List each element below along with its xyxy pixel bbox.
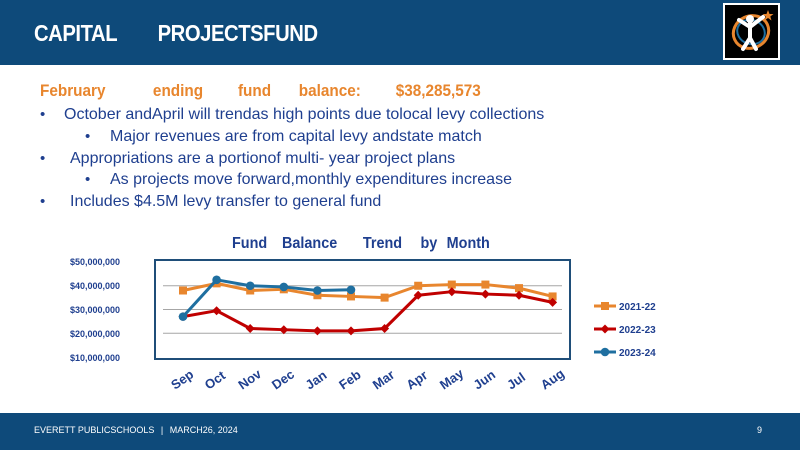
data-point: [447, 287, 457, 297]
footer-date: MARCH26, 2024: [169, 425, 238, 435]
series-line: [182, 281, 553, 300]
chart-title-word: Fund: [232, 235, 268, 252]
data-point: [246, 286, 255, 295]
data-point: [601, 302, 609, 310]
legend-item: 2021-22: [594, 302, 656, 313]
footer-org: EVERETT PUBLICSCHOOLS: [34, 425, 155, 435]
x-tick-label: Feb: [336, 367, 364, 393]
x-tick-label: Jun: [471, 367, 499, 393]
fund-label-4: balance:: [298, 81, 361, 100]
bullet-glyph: •: [40, 150, 46, 167]
x-tick-label: Dec: [269, 366, 297, 392]
data-point: [346, 326, 356, 336]
y-tick-label: $20,000,000: [70, 329, 120, 339]
series-2023-24: [178, 275, 356, 321]
fund-label-1: February: [40, 81, 106, 100]
data-point: [312, 326, 322, 336]
legend-label: 2021-22: [619, 302, 656, 313]
data-point: [245, 324, 255, 333]
legend-item: 2023-24: [594, 347, 656, 359]
chart-title: Fund Balance Trend by Month: [232, 235, 490, 253]
bullet-glyph: •: [85, 171, 91, 188]
data-point: [515, 284, 523, 293]
x-tick-label: Jul: [504, 369, 528, 392]
x-tick-label: May: [437, 365, 467, 392]
data-point: [548, 297, 558, 307]
x-tick-label: Jan: [303, 367, 330, 392]
bullet-4: As projects move forward,monthly expendi…: [110, 171, 512, 188]
data-point: [480, 289, 490, 299]
y-tick-label: $10,000,000: [70, 353, 120, 363]
data-point: [179, 286, 187, 295]
data-point: [600, 324, 610, 334]
series-line: [182, 290, 553, 333]
x-tick-label: Sep: [168, 366, 196, 392]
footer-separator: |: [160, 425, 164, 435]
district-logo-icon: [723, 3, 780, 60]
y-tick-label: $30,000,000: [70, 305, 120, 315]
data-point: [212, 306, 222, 316]
y-tick-label: $40,000,000: [70, 281, 120, 291]
fund-amount: $38,285,573: [395, 81, 481, 100]
page-number: 9: [757, 425, 763, 435]
chart-title-word: Month: [446, 235, 490, 252]
data-point: [347, 292, 355, 301]
data-point: [279, 282, 289, 292]
x-tick-label: Oct: [202, 367, 229, 392]
data-point: [313, 286, 322, 295]
data-point: [514, 290, 524, 300]
fund-balance-chart: $10,000,000 $20,000,000 $30,000,000 $40,000…: [70, 257, 656, 393]
data-point: [313, 291, 322, 300]
bullet-5: Includes $4.5M levy transfer to general …: [70, 193, 382, 210]
chart-title-word: Balance: [281, 235, 338, 252]
data-point: [380, 293, 389, 302]
legend-item: 2022-23: [594, 324, 656, 336]
title-word-2: PROJECTSFUND: [157, 20, 318, 46]
data-point: [447, 280, 456, 289]
data-point: [548, 292, 557, 301]
bullet-glyph: •: [40, 106, 46, 123]
x-tick-label: Apr: [403, 367, 430, 392]
data-point: [279, 325, 289, 335]
data-point: [245, 281, 255, 291]
data-point: [600, 347, 610, 357]
bullet-glyph: •: [40, 193, 46, 210]
bullet-glyph: •: [85, 128, 91, 145]
data-point: [178, 312, 188, 321]
data-point: [414, 281, 423, 290]
x-tick-label: Nov: [235, 366, 264, 393]
fund-label-3: fund: [237, 81, 272, 100]
data-point: [346, 285, 356, 295]
data-point: [212, 275, 221, 285]
footer-bar: EVERETT PUBLICSCHOOLS | MARCH26, 2024 9: [0, 413, 800, 450]
bullet-1: October andApril will trendas high point…: [64, 106, 545, 123]
legend-label: 2022-23: [619, 325, 656, 336]
series-2021-22: [179, 279, 557, 302]
fund-balance-line: February ending fund balance: $38,285,57…: [40, 81, 481, 101]
title-word-1: CAPITAL: [34, 20, 118, 46]
x-tick-label: Aug: [538, 366, 567, 393]
page-title: CAPITAL PROJECTSFUND: [34, 20, 318, 47]
bullet-2: Major revenues are from capital levy and…: [110, 128, 482, 145]
y-tick-label: $50,000,000: [70, 257, 120, 267]
chart-title-word: by: [420, 235, 438, 252]
legend-label: 2023-24: [619, 348, 656, 359]
fund-label-2: ending: [152, 81, 204, 100]
series-line: [181, 278, 352, 318]
chart-title-word: Trend: [362, 235, 403, 252]
footer-text: EVERETT PUBLICSCHOOLS | MARCH26, 2024: [34, 425, 238, 435]
header-bar: CAPITAL PROJECTSFUND: [0, 0, 800, 65]
bullet-3: Appropriations are a portionof multi- ye…: [70, 150, 456, 167]
data-point: [481, 280, 490, 289]
data-point: [380, 324, 390, 333]
x-tick-label: Mar: [370, 367, 398, 393]
data-point: [413, 290, 423, 300]
